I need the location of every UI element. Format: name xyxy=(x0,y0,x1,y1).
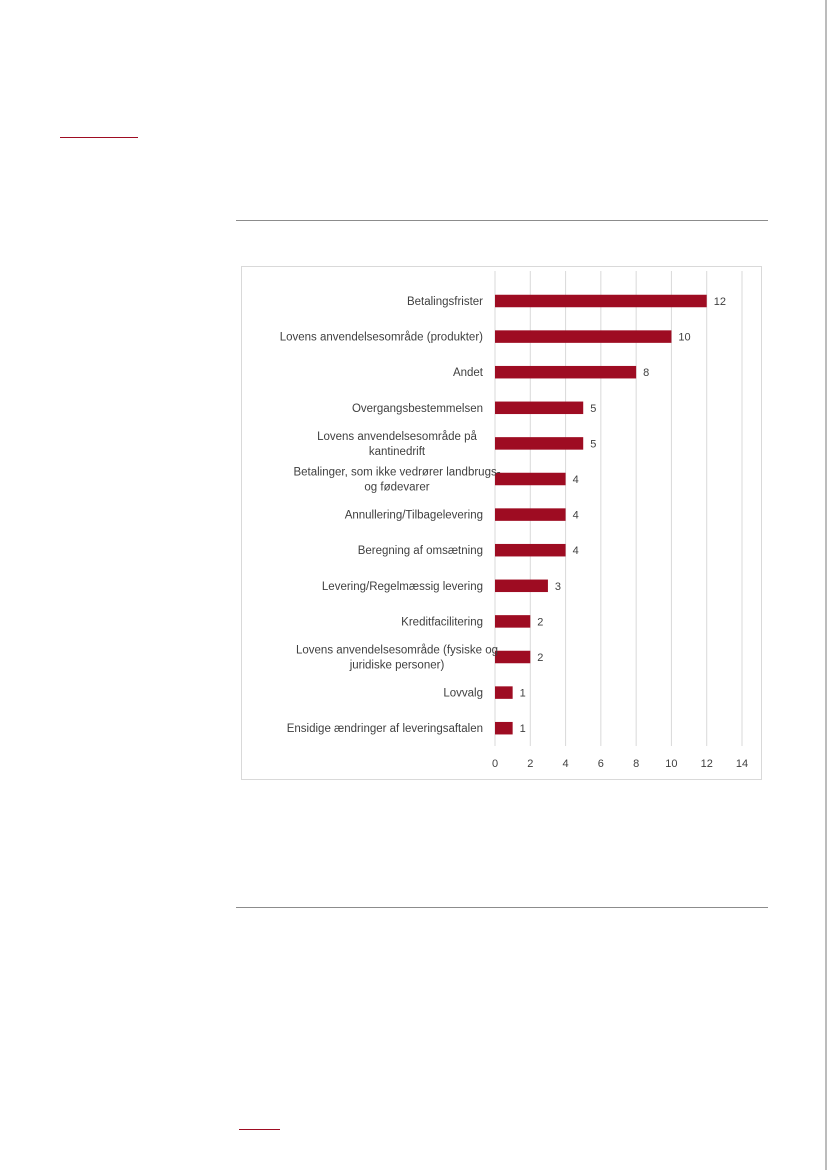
bar-value-label: 10 xyxy=(678,332,690,344)
bar-value-label: 8 xyxy=(643,367,649,379)
data-labels: 12 10 8 5 5 4 4 4 3 2 2 1 1 xyxy=(520,296,726,735)
category-label: Andet xyxy=(453,367,484,379)
category-label: Betalingsfrister xyxy=(407,296,483,308)
bar xyxy=(495,615,531,628)
bar xyxy=(495,365,637,379)
x-tick-label: 6 xyxy=(598,758,604,770)
category-label: og fødevarer xyxy=(364,482,429,494)
footer-accent-rule xyxy=(239,1129,280,1130)
bar xyxy=(495,543,566,557)
bar xyxy=(495,330,672,343)
top-rule xyxy=(236,220,768,221)
x-tick-label: 4 xyxy=(563,758,569,770)
category-label: juridiske personer) xyxy=(349,660,445,672)
x-tick-label: 12 xyxy=(701,758,713,770)
category-label: Kreditfacilitering xyxy=(401,616,483,628)
x-tick-label: 14 xyxy=(736,758,748,770)
bar-value-label: 12 xyxy=(714,296,726,308)
bar xyxy=(495,472,566,486)
bottom-rule xyxy=(236,907,768,908)
x-axis-ticks: 0 2 4 6 8 10 12 14 xyxy=(492,758,748,770)
category-label: Levering/Regelmæssig levering xyxy=(322,581,483,593)
bar-value-label: 1 xyxy=(520,688,526,700)
category-label: kantinedrift xyxy=(369,446,426,458)
category-label: Lovens anvendelsesområde på xyxy=(317,431,477,443)
x-tick-label: 2 xyxy=(527,758,533,770)
bar-value-label: 5 xyxy=(590,438,596,450)
x-tick-label: 10 xyxy=(665,758,677,770)
bar-value-label: 2 xyxy=(537,652,543,664)
bar xyxy=(495,508,566,521)
category-label: Annullering/Tilbagelevering xyxy=(345,510,483,522)
bar-value-label: 5 xyxy=(590,403,596,415)
x-tick-label: 8 xyxy=(633,758,639,770)
grid-lines xyxy=(494,271,743,746)
page-edge xyxy=(825,0,827,1170)
bar-value-label: 4 xyxy=(573,510,579,522)
category-label: Lovens anvendelsesområde (fysiske og xyxy=(296,645,498,657)
bar xyxy=(495,721,513,735)
bars xyxy=(495,294,707,735)
category-label: Lovvalg xyxy=(443,688,483,700)
bar xyxy=(495,686,513,699)
bar xyxy=(495,401,584,415)
category-label: Ensidige ændringer af leveringsaftalen xyxy=(287,723,483,735)
bar-value-label: 4 xyxy=(573,474,579,486)
bar xyxy=(495,650,531,664)
chart-svg: Betalingsfrister Lovens anvendelsesområde… xyxy=(280,271,748,770)
category-label: Beregning af omsætning xyxy=(358,545,483,557)
bar-value-label: 3 xyxy=(555,581,561,593)
category-label: Lovens anvendelsesområde (produkter) xyxy=(280,332,483,344)
category-label: Overgangsbestemmelsen xyxy=(352,403,483,415)
bar xyxy=(495,579,548,593)
bar-value-label: 2 xyxy=(537,616,543,628)
bar-value-label: 1 xyxy=(520,723,526,735)
x-tick-label: 0 xyxy=(492,758,498,770)
bar xyxy=(495,294,707,308)
bar-value-label: 4 xyxy=(573,545,579,557)
category-labels: Betalingsfrister Lovens anvendelsesområde… xyxy=(280,296,501,735)
bar-chart: Betalingsfrister Lovens anvendelsesområde… xyxy=(241,266,762,780)
category-label: Betalinger, som ikke vedrører landbrugs- xyxy=(293,467,500,479)
bar xyxy=(495,437,584,450)
header-accent-rule xyxy=(60,137,138,138)
